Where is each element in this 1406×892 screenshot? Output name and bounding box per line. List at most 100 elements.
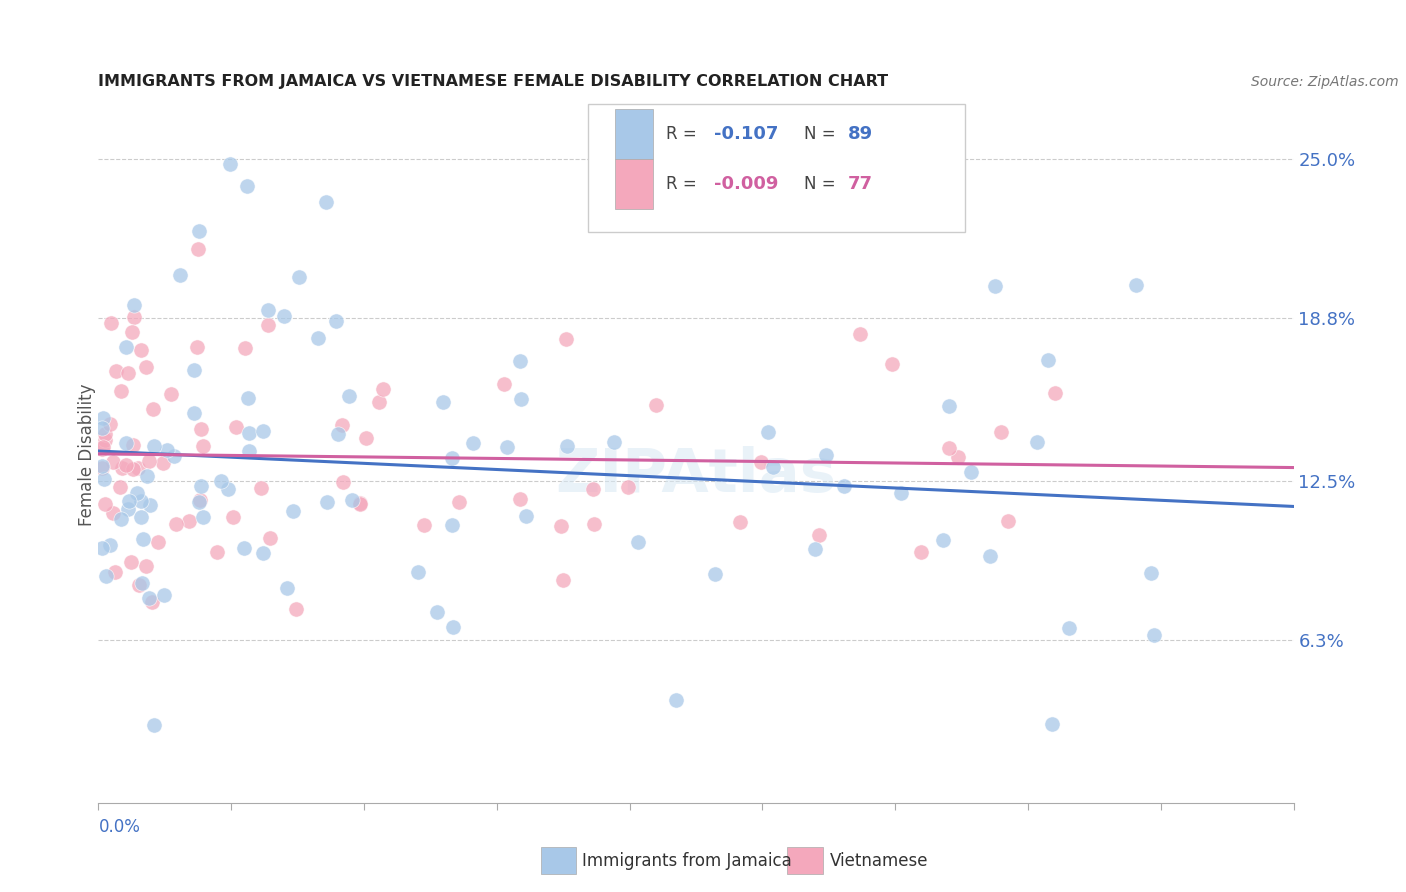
Point — [191, 509, 214, 524]
Point — [101, 506, 124, 520]
Point — [938, 441, 960, 455]
Point — [412, 517, 434, 532]
Point — [273, 309, 295, 323]
Point — [236, 178, 259, 193]
Point — [617, 480, 640, 494]
Point — [238, 443, 260, 458]
Point — [283, 504, 305, 518]
Point — [121, 325, 143, 339]
Point — [156, 443, 179, 458]
Point — [115, 340, 138, 354]
Point — [814, 449, 837, 463]
Point — [316, 494, 339, 508]
Point — [91, 458, 114, 473]
Point — [432, 394, 454, 409]
Point — [190, 422, 212, 436]
Point — [110, 512, 132, 526]
Point — [91, 442, 114, 457]
Point — [284, 602, 307, 616]
Point — [371, 382, 394, 396]
Point — [91, 440, 114, 454]
FancyBboxPatch shape — [614, 159, 652, 210]
Text: 89: 89 — [848, 125, 873, 143]
Point — [91, 541, 114, 555]
Point — [205, 545, 228, 559]
Point — [551, 573, 574, 587]
Point — [141, 595, 163, 609]
Point — [946, 450, 969, 464]
Point — [110, 480, 132, 494]
Point — [342, 493, 364, 508]
Point — [146, 535, 169, 549]
Point — [98, 417, 121, 432]
Point — [94, 433, 117, 447]
Point — [131, 576, 153, 591]
Point — [276, 581, 298, 595]
Point — [91, 411, 114, 425]
Point — [250, 482, 273, 496]
Point — [938, 399, 960, 413]
Point — [665, 692, 688, 706]
Point — [111, 461, 134, 475]
Point — [186, 340, 208, 354]
Point — [91, 421, 114, 435]
Text: 77: 77 — [848, 175, 873, 194]
Point — [932, 533, 955, 548]
Point — [138, 591, 160, 605]
Point — [124, 298, 146, 312]
Point — [217, 482, 239, 496]
Point — [143, 439, 166, 453]
Point — [1143, 628, 1166, 642]
Point — [728, 515, 751, 529]
Point — [555, 439, 578, 453]
FancyBboxPatch shape — [614, 109, 652, 159]
Point — [756, 425, 779, 439]
Point — [188, 492, 211, 507]
Point — [142, 402, 165, 417]
Point — [135, 469, 157, 483]
Point — [209, 474, 232, 488]
Point — [94, 569, 117, 583]
Point — [990, 425, 1012, 439]
Point — [100, 316, 122, 330]
Point — [98, 538, 121, 552]
Point — [124, 310, 146, 325]
Point — [122, 462, 145, 476]
Point — [179, 514, 201, 528]
Point — [252, 546, 274, 560]
Text: Source: ZipAtlas.com: Source: ZipAtlas.com — [1251, 75, 1399, 89]
Point — [232, 541, 254, 556]
Point — [849, 326, 872, 341]
Point — [115, 458, 138, 472]
Point — [138, 453, 160, 467]
Point — [582, 482, 605, 496]
Point — [1057, 621, 1080, 635]
Point — [131, 533, 153, 547]
Y-axis label: Female Disability: Female Disability — [79, 384, 96, 526]
Point — [193, 439, 215, 453]
Point — [447, 495, 470, 509]
Text: Vietnamese: Vietnamese — [830, 852, 928, 870]
Point — [160, 387, 183, 401]
Point — [1139, 566, 1161, 581]
Point — [509, 354, 531, 368]
Point — [183, 406, 205, 420]
Point — [1040, 717, 1063, 731]
Point — [804, 542, 827, 557]
Point — [169, 268, 191, 282]
Point — [165, 517, 187, 532]
Point — [190, 479, 212, 493]
Point — [127, 461, 149, 475]
Point — [509, 392, 531, 406]
Point — [890, 486, 912, 500]
Point — [222, 510, 245, 524]
Point — [233, 341, 256, 355]
Text: -0.009: -0.009 — [714, 175, 779, 194]
Point — [288, 269, 311, 284]
Point — [143, 718, 166, 732]
Point — [492, 377, 515, 392]
Point — [131, 494, 153, 508]
Point — [550, 519, 572, 533]
Text: N =: N = — [804, 175, 841, 194]
Point — [225, 419, 247, 434]
